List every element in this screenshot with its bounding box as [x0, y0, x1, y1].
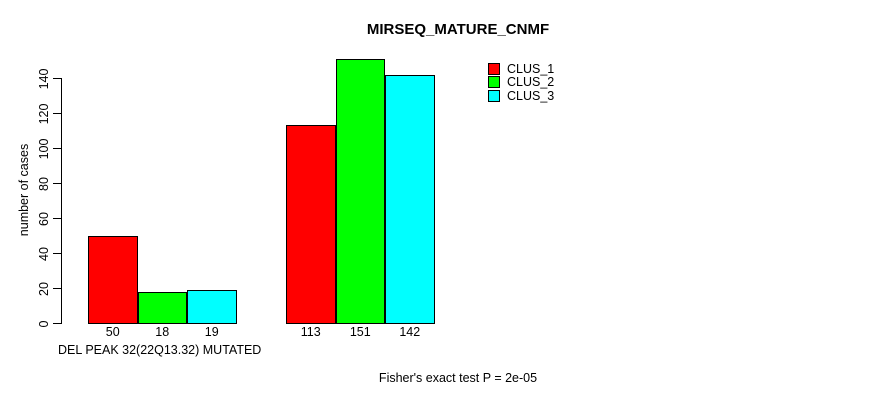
legend-swatch-icon — [488, 89, 500, 102]
bar-value-label: 19 — [204, 325, 219, 339]
bar-value-label: 113 — [300, 325, 321, 339]
y-axis-tick — [53, 183, 61, 184]
legend-item-clus_1: CLUS_1 — [488, 62, 554, 76]
x-axis-group-label: DEL PEAK 32(22Q13.32) MUTATED — [58, 343, 262, 357]
y-axis-tick — [53, 113, 61, 114]
bar-clus_3-group-1 — [187, 289, 237, 324]
legend-item-clus_2: CLUS_2 — [488, 75, 555, 90]
bar-value-label: 50 — [105, 325, 120, 339]
chart-title: MIRSEQ_MATURE_CNMF — [366, 21, 550, 38]
bar-value-label: 151 — [349, 325, 371, 339]
bar-clus_2-group-1 — [137, 291, 187, 324]
legend-swatch-icon — [488, 62, 500, 75]
y-axis-tick-label: 40 — [37, 246, 51, 261]
y-axis-tick — [53, 148, 61, 149]
y-axis-tick — [53, 78, 61, 79]
bar-clus_1-group-2 — [286, 125, 336, 324]
bar-clus_3-group-2 — [385, 74, 435, 324]
y-axis-tick — [53, 218, 61, 219]
legend-label: CLUS_3 — [507, 88, 555, 103]
bar-value-label: 142 — [399, 325, 421, 339]
legend: CLUS_1 CLUS_2 CLUS_3 — [488, 62, 554, 103]
y-axis-tick — [53, 253, 61, 254]
legend-label: CLUS_1 — [507, 61, 555, 76]
y-axis-tick-label: 0 — [37, 320, 51, 327]
y-axis-tick — [53, 288, 61, 289]
y-axis-tick-label: 60 — [37, 211, 51, 226]
y-axis-title: number of cases — [17, 143, 31, 237]
p-value-text: Fisher's exact test P = 2e-05 — [378, 371, 538, 385]
bar-clus_1-group-1 — [88, 235, 138, 324]
y-axis-tick — [53, 323, 61, 324]
y-axis-tick-label: 140 — [37, 68, 51, 89]
legend-item-clus_3: CLUS_3 — [488, 89, 554, 103]
y-axis-tick-label: 80 — [37, 176, 51, 191]
y-axis-tick-label: 100 — [37, 138, 51, 159]
y-axis-line — [61, 78, 62, 324]
bar-value-label: 18 — [155, 325, 170, 339]
legend-swatch-icon — [488, 76, 500, 89]
y-axis-tick-label: 20 — [37, 281, 51, 296]
legend-label: CLUS_2 — [507, 75, 555, 90]
y-axis-tick-label: 120 — [37, 103, 51, 124]
bar-clus_2-group-2 — [335, 58, 385, 324]
